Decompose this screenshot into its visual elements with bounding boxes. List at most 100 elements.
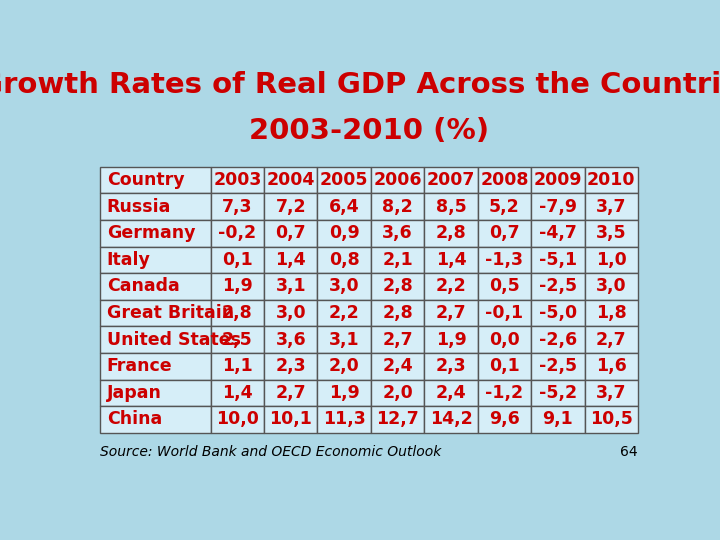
Bar	[371, 220, 424, 246]
Bar	[100, 326, 211, 353]
Text: Growth Rates of Real GDP Across the Countries: Growth Rates of Real GDP Across the Coun…	[0, 71, 720, 99]
Bar	[211, 273, 264, 300]
Text: 2,3: 2,3	[276, 357, 306, 375]
Text: Italy: Italy	[107, 251, 150, 269]
Bar	[477, 273, 531, 300]
Bar	[585, 273, 638, 300]
Bar	[477, 220, 531, 246]
Text: 2,2: 2,2	[329, 304, 359, 322]
Text: 3,5: 3,5	[596, 224, 626, 242]
Text: 0,5: 0,5	[489, 278, 520, 295]
Text: 10,1: 10,1	[269, 410, 312, 428]
Text: 10,5: 10,5	[590, 410, 633, 428]
Text: 2,3: 2,3	[436, 357, 467, 375]
Text: 3,1: 3,1	[276, 278, 306, 295]
Bar	[100, 380, 211, 406]
Text: 9,6: 9,6	[489, 410, 520, 428]
Bar	[585, 353, 638, 380]
Text: 2,7: 2,7	[436, 304, 467, 322]
Bar	[585, 406, 638, 433]
Bar	[424, 300, 477, 326]
Bar	[477, 193, 531, 220]
Bar	[531, 246, 585, 273]
Text: 0,1: 0,1	[222, 251, 253, 269]
Text: 12,7: 12,7	[377, 410, 419, 428]
Text: Germany: Germany	[107, 224, 195, 242]
Bar	[318, 193, 371, 220]
Text: -0,2: -0,2	[218, 224, 256, 242]
Text: 2003: 2003	[213, 171, 261, 189]
Text: 6,4: 6,4	[329, 198, 359, 215]
Bar	[318, 220, 371, 246]
Bar	[585, 326, 638, 353]
Text: 10,0: 10,0	[216, 410, 258, 428]
Bar	[264, 406, 318, 433]
Bar	[424, 273, 477, 300]
Bar	[100, 193, 211, 220]
Text: 64: 64	[621, 446, 638, 460]
Bar	[211, 300, 264, 326]
Bar	[585, 193, 638, 220]
Bar	[477, 326, 531, 353]
Text: 2,7: 2,7	[382, 330, 413, 349]
Text: 2,8: 2,8	[382, 304, 413, 322]
Text: 2,8: 2,8	[222, 304, 253, 322]
Text: 1,6: 1,6	[596, 357, 626, 375]
Bar	[100, 273, 211, 300]
Bar	[264, 193, 318, 220]
Text: 2009: 2009	[534, 171, 582, 189]
Text: 2,0: 2,0	[382, 384, 413, 402]
Bar	[585, 167, 638, 193]
Text: -5,0: -5,0	[539, 304, 577, 322]
Text: 11,3: 11,3	[323, 410, 366, 428]
Text: 3,6: 3,6	[276, 330, 306, 349]
Bar	[264, 380, 318, 406]
Bar	[264, 273, 318, 300]
Text: -5,1: -5,1	[539, 251, 577, 269]
Text: Country: Country	[107, 171, 184, 189]
Bar	[211, 193, 264, 220]
Bar	[211, 406, 264, 433]
Bar	[585, 220, 638, 246]
Bar	[424, 167, 477, 193]
Text: 2,1: 2,1	[382, 251, 413, 269]
Text: France: France	[107, 357, 172, 375]
Bar	[211, 246, 264, 273]
Text: 2005: 2005	[320, 171, 369, 189]
Text: 2,4: 2,4	[436, 384, 467, 402]
Text: 1,4: 1,4	[436, 251, 467, 269]
Text: -7,9: -7,9	[539, 198, 577, 215]
Text: Japan: Japan	[107, 384, 161, 402]
Text: 2004: 2004	[266, 171, 315, 189]
Text: 1,4: 1,4	[222, 384, 253, 402]
Text: Russia: Russia	[107, 198, 171, 215]
Bar	[531, 193, 585, 220]
Text: 2008: 2008	[480, 171, 528, 189]
Text: 1,9: 1,9	[329, 384, 359, 402]
Bar	[371, 326, 424, 353]
Text: 0,1: 0,1	[489, 357, 520, 375]
Text: -1,2: -1,2	[485, 384, 523, 402]
Text: 1,0: 1,0	[596, 251, 626, 269]
Bar	[100, 167, 211, 193]
Bar	[424, 246, 477, 273]
Text: 0,7: 0,7	[489, 224, 520, 242]
Bar	[585, 300, 638, 326]
Text: China: China	[107, 410, 162, 428]
Text: 1,9: 1,9	[436, 330, 467, 349]
Text: 1,1: 1,1	[222, 357, 253, 375]
Text: 0,9: 0,9	[329, 224, 359, 242]
Bar	[424, 380, 477, 406]
Bar	[318, 167, 371, 193]
Bar	[264, 167, 318, 193]
Bar	[477, 406, 531, 433]
Bar	[531, 406, 585, 433]
Text: -0,1: -0,1	[485, 304, 523, 322]
Text: 8,5: 8,5	[436, 198, 467, 215]
Text: -4,7: -4,7	[539, 224, 577, 242]
Bar	[371, 300, 424, 326]
Text: 8,2: 8,2	[382, 198, 413, 215]
Text: 2,5: 2,5	[222, 330, 253, 349]
Bar	[264, 246, 318, 273]
Bar	[318, 406, 371, 433]
